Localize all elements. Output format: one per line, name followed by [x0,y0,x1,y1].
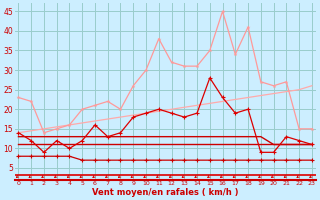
X-axis label: Vent moyen/en rafales ( km/h ): Vent moyen/en rafales ( km/h ) [92,188,238,197]
